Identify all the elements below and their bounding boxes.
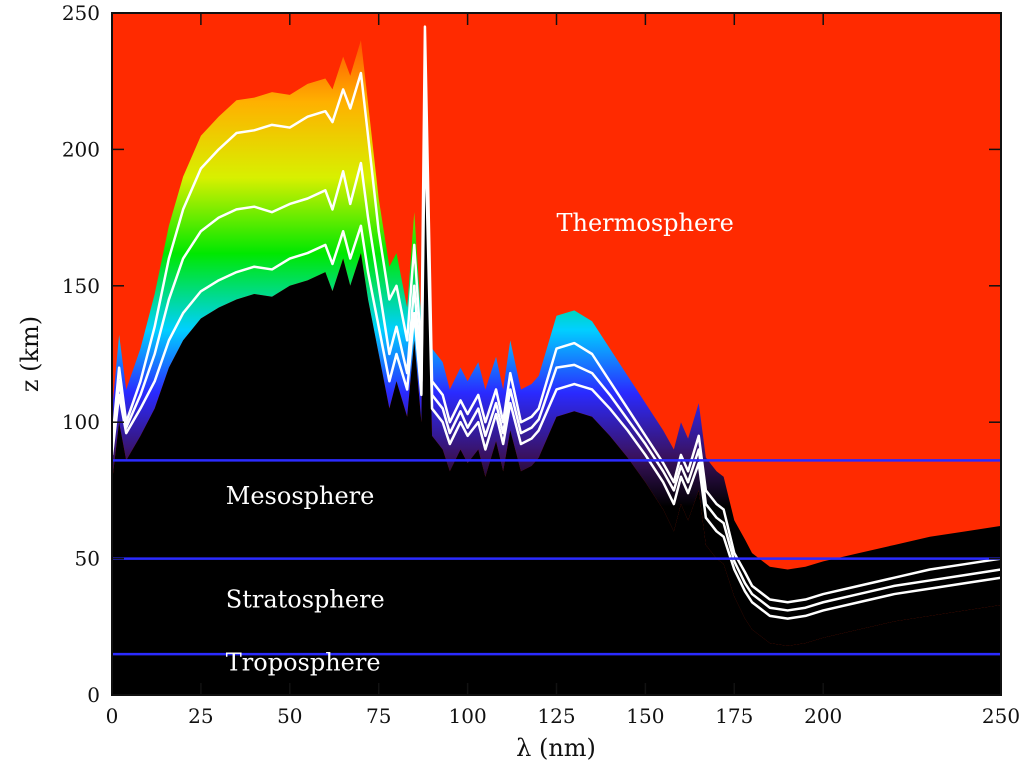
y-tick-label: 200 <box>62 137 100 161</box>
y-tick-label: 50 <box>75 547 100 571</box>
x-axis-label: λ (nm) <box>516 734 596 762</box>
contour-line-lower <box>112 120 1001 620</box>
x-tick-label: 200 <box>804 704 842 728</box>
region-label-thermosphere: Thermosphere <box>557 209 734 237</box>
x-tick-label: 250 <box>982 704 1020 728</box>
absorption-transition-band <box>112 13 1001 646</box>
contour-line-middle <box>112 79 1001 612</box>
x-tick-label: 100 <box>449 704 487 728</box>
x-tick-label: 50 <box>277 704 302 728</box>
contour-line-upper <box>112 25 1001 604</box>
y-axis-label: z (km) <box>16 316 44 392</box>
y-tick-label: 100 <box>62 410 100 434</box>
y-tick-label: 250 <box>62 1 100 25</box>
x-tick-label: 0 <box>106 704 119 728</box>
x-tick-label: 25 <box>188 704 213 728</box>
x-tick-label: 125 <box>537 704 575 728</box>
x-tick-label: 175 <box>715 704 753 728</box>
y-tick-label: 150 <box>62 274 100 298</box>
region-label-troposphere: Troposphere <box>226 648 381 676</box>
region-label-stratosphere: Stratosphere <box>226 586 385 614</box>
y-tick-label: 0 <box>87 683 100 707</box>
x-tick-label: 75 <box>366 704 391 728</box>
region-label-mesosphere: Mesosphere <box>226 482 375 510</box>
x-tick-label: 150 <box>626 704 664 728</box>
